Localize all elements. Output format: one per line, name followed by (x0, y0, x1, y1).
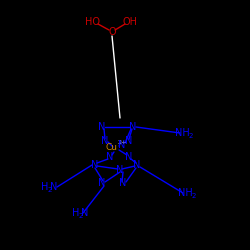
Text: N: N (133, 160, 141, 170)
Text: N: N (81, 208, 89, 218)
Text: Cu: Cu (106, 144, 118, 152)
Text: N: N (116, 165, 124, 175)
Text: N: N (129, 122, 137, 132)
Text: N: N (101, 136, 109, 146)
Text: O: O (108, 27, 116, 37)
Text: N: N (118, 140, 126, 150)
Text: H: H (72, 208, 80, 218)
Text: 2: 2 (79, 213, 83, 219)
Text: N: N (125, 136, 133, 146)
Text: N: N (125, 152, 133, 162)
Text: 2: 2 (48, 187, 52, 193)
Text: N: N (98, 178, 106, 188)
Text: 2+: 2+ (118, 140, 127, 145)
Text: 2: 2 (189, 133, 193, 139)
Text: N: N (106, 152, 114, 162)
Text: OH: OH (122, 17, 138, 27)
Text: ⁻: ⁻ (126, 138, 130, 144)
Text: N: N (98, 122, 106, 132)
Text: NH: NH (174, 128, 190, 138)
Text: 2: 2 (192, 193, 196, 199)
Text: HO: HO (86, 17, 100, 27)
Text: N: N (91, 160, 99, 170)
Text: NH: NH (178, 188, 192, 198)
Text: H: H (41, 182, 49, 192)
Text: N: N (119, 178, 127, 188)
Text: N: N (50, 182, 58, 192)
